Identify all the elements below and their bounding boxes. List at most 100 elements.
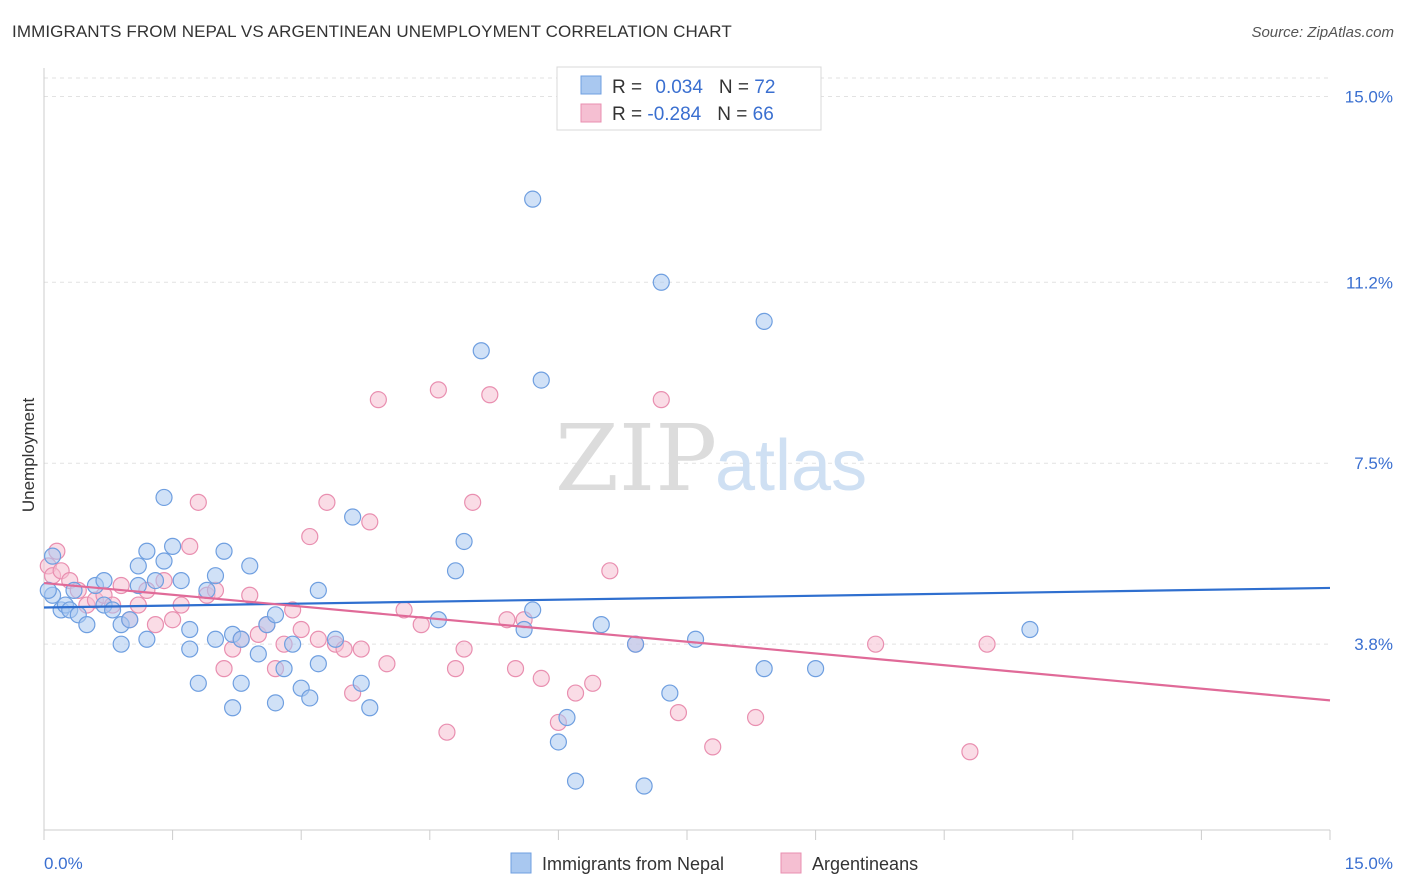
x-tick-label-max: 15.0% <box>1345 854 1393 873</box>
data-point <box>344 508 362 526</box>
data-point <box>215 542 233 560</box>
y-tick-label: 3.8% <box>1354 635 1393 654</box>
data-point <box>266 606 285 624</box>
data-point <box>224 699 242 717</box>
x-tick-labels: 0.0% 15.0% <box>44 854 1393 873</box>
y-tick-label: 15.0% <box>1345 87 1393 106</box>
y-axis-label: Unemployment <box>19 398 38 513</box>
data-point <box>464 493 482 511</box>
data-point <box>275 660 293 678</box>
trend-line <box>43 586 1331 609</box>
data-point <box>472 342 490 360</box>
bottom-legend: Immigrants from Nepal Argentineans <box>510 852 918 874</box>
legend-label-nepal: Immigrants from Nepal <box>542 854 724 874</box>
y-tick-label: 7.5% <box>1354 454 1393 473</box>
data-point <box>146 571 165 590</box>
data-point <box>309 630 327 648</box>
data-point <box>455 532 473 551</box>
data-point <box>601 562 619 580</box>
data-point <box>755 660 773 678</box>
stats-n-value-1: 72 <box>754 77 775 98</box>
stats-r-value-2: -0.284 <box>647 104 701 125</box>
y-tick-label: 11.2% <box>1346 273 1393 292</box>
data-point <box>481 386 499 404</box>
data-point <box>524 190 542 208</box>
data-point <box>532 669 550 688</box>
data-point <box>155 488 173 507</box>
data-point <box>232 674 250 692</box>
data-point <box>198 581 216 599</box>
legend-swatch-nepal <box>510 852 532 874</box>
data-point <box>164 611 182 629</box>
data-point <box>584 674 602 692</box>
data-point <box>455 640 473 658</box>
data-point <box>378 655 396 673</box>
data-point <box>164 537 182 555</box>
data-point <box>232 630 250 648</box>
stats-n-value-2: 66 <box>753 104 774 125</box>
data-point <box>155 552 173 570</box>
data-point <box>292 620 310 639</box>
trend-line <box>43 581 1331 702</box>
data-point <box>566 684 585 702</box>
data-point <box>189 493 207 511</box>
data-point <box>78 616 96 634</box>
watermark-atlas: atlas <box>715 426 867 506</box>
data-point <box>129 557 147 575</box>
data-point <box>284 635 302 653</box>
data-point <box>961 743 979 761</box>
data-point <box>429 381 447 399</box>
data-point <box>661 684 679 702</box>
data-point <box>498 611 516 629</box>
legend-label-argentineans: Argentineans <box>812 854 918 874</box>
data-point <box>515 620 533 639</box>
data-point <box>146 616 165 634</box>
data-point <box>686 630 705 648</box>
data-point <box>755 312 773 331</box>
data-point <box>43 547 62 565</box>
data-point <box>301 527 319 546</box>
trend-lines <box>43 581 1331 702</box>
data-point <box>206 630 225 648</box>
data-point <box>326 630 345 648</box>
data-point <box>446 660 465 678</box>
data-point <box>806 660 825 678</box>
data-point <box>181 620 199 639</box>
data-point <box>746 708 765 727</box>
data-point <box>978 635 996 653</box>
data-point <box>369 391 387 409</box>
chart-title: IMMIGRANTS FROM NEPAL VS ARGENTINEAN UNE… <box>12 22 732 41</box>
data-point <box>121 611 139 629</box>
series-nepal <box>39 190 1039 795</box>
stats-r-label-1: R = <box>612 77 647 98</box>
data-point <box>635 777 653 795</box>
data-point <box>266 694 285 712</box>
data-point <box>309 581 327 599</box>
gridlines <box>44 77 1330 645</box>
watermark-zip: ZIP <box>555 405 717 512</box>
axes <box>43 68 1331 840</box>
data-point <box>129 576 147 595</box>
data-point <box>361 699 379 717</box>
data-point <box>112 635 130 653</box>
data-point <box>558 708 576 727</box>
data-point <box>95 571 113 590</box>
stats-n-label-1: N = <box>719 77 754 98</box>
data-point <box>189 674 207 692</box>
data-point <box>206 567 225 585</box>
data-point <box>524 601 542 619</box>
data-point <box>103 601 122 619</box>
data-point <box>652 273 670 291</box>
data-point <box>592 616 610 634</box>
data-point <box>241 557 259 575</box>
x-tick-label-min: 0.0% <box>44 854 83 873</box>
stats-legend: R = 0.034 N = 72 R = -0.284 N = 66 <box>556 66 822 131</box>
stats-swatch-argentineans <box>580 103 602 123</box>
stats-r-label-2: R = <box>612 104 647 125</box>
data-point <box>309 655 327 673</box>
data-point <box>446 562 465 580</box>
stats-swatch-nepal <box>580 75 602 95</box>
data-point <box>438 723 456 741</box>
